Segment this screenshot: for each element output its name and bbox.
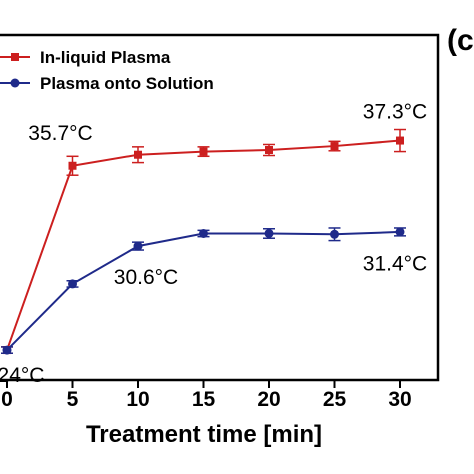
series-line-0 <box>6 139 401 351</box>
panel-label: (c <box>447 24 474 57</box>
data-point-0-6 <box>396 136 404 145</box>
data-point-1-0 <box>2 345 12 355</box>
annotation-3: 31.4°C <box>363 252 427 275</box>
series-layer <box>1 128 406 355</box>
plot-frame <box>0 33 440 382</box>
data-point-1-5 <box>330 229 339 239</box>
x-axis-title: Treatment time [min] <box>86 421 322 448</box>
x-tick-label-2: 10 <box>126 388 149 411</box>
data-point-1-3 <box>199 228 208 238</box>
legend: In-liquid Plasma Plasma onto Solution <box>0 48 214 93</box>
data-point-0-1 <box>68 161 77 170</box>
data-point-0-5 <box>330 142 339 151</box>
series-line-1 <box>6 230 401 351</box>
data-point-1-1 <box>68 279 77 289</box>
data-point-0-2 <box>134 150 142 159</box>
legend-marker-in-liquid <box>11 53 19 61</box>
legend-marker-onto-solution <box>10 78 20 88</box>
data-point-0-4 <box>265 146 273 154</box>
data-point-0-3 <box>199 147 208 156</box>
x-tick-label-3: 15 <box>192 388 216 411</box>
x-tick-label-6: 30 <box>388 388 411 411</box>
x-tick-label-5: 25 <box>323 388 347 411</box>
annotation-4: 24°C <box>0 364 44 387</box>
annotation-1: 37.3°C <box>363 101 427 124</box>
x-axis-ticks: 0 5 10 15 20 25 30 <box>1 380 412 411</box>
annotation-2: 30.6°C <box>114 266 178 289</box>
data-point-1-4 <box>264 228 274 238</box>
legend-label-in-liquid: In-liquid Plasma <box>40 48 171 67</box>
legend-label-onto-solution: Plasma onto Solution <box>40 74 214 93</box>
x-tick-label-0: 0 <box>1 388 13 411</box>
x-tick-label-4: 20 <box>257 388 280 411</box>
data-point-1-2 <box>133 241 143 251</box>
data-point-1-6 <box>395 227 405 237</box>
x-tick-label-1: 5 <box>67 388 79 411</box>
annotation-0: 35.7°C <box>28 122 92 145</box>
annotations: 35.7°C 37.3°C 30.6°C 31.4°C 24°C <box>0 101 427 388</box>
